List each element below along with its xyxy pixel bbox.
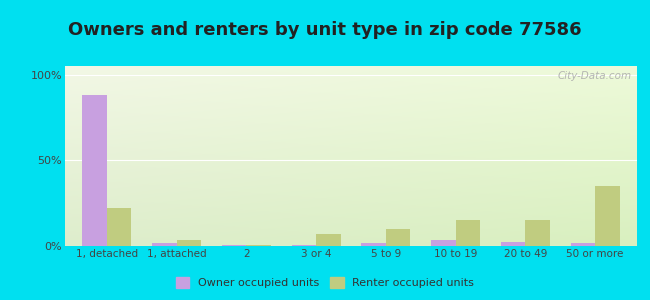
Bar: [386, 229, 410, 246]
Bar: [595, 186, 619, 246]
Bar: [222, 245, 246, 246]
Bar: [152, 243, 177, 246]
Bar: [292, 245, 316, 246]
Bar: [456, 220, 480, 246]
Bar: [107, 208, 131, 246]
Bar: [83, 95, 107, 246]
Bar: [501, 242, 525, 246]
Text: Owners and renters by unit type in zip code 77586: Owners and renters by unit type in zip c…: [68, 21, 582, 39]
Bar: [361, 243, 386, 246]
Bar: [316, 234, 341, 246]
Bar: [177, 240, 201, 246]
Legend: Owner occupied units, Renter occupied units: Owner occupied units, Renter occupied un…: [172, 273, 478, 291]
Bar: [571, 243, 595, 246]
Bar: [246, 245, 271, 246]
Bar: [431, 240, 456, 246]
Bar: [525, 220, 550, 246]
Text: City-Data.com: City-Data.com: [557, 71, 631, 81]
